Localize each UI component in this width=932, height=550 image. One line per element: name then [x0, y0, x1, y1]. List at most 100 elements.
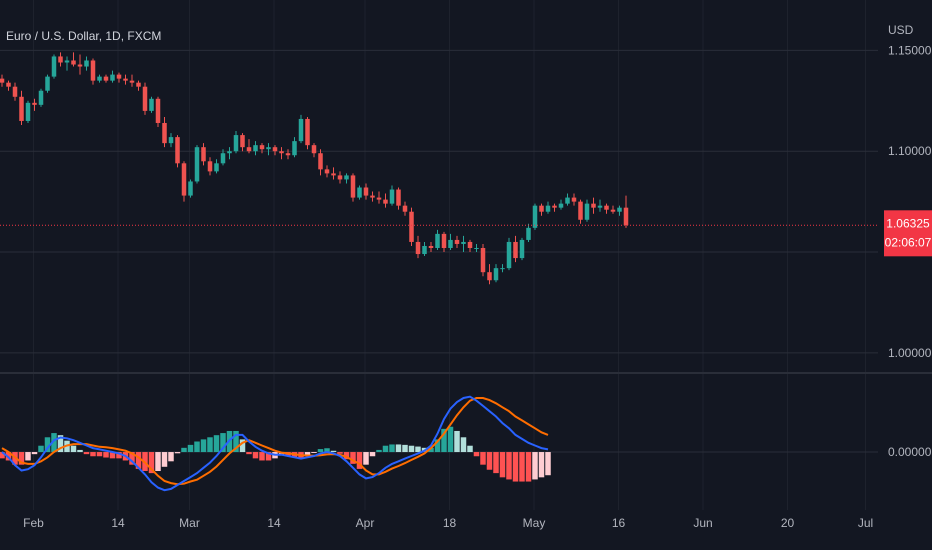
histogram-bar [363, 452, 369, 465]
candle-body [545, 205, 551, 212]
price-axis[interactable]: 1.15000 1.10000 1.00000 0.00000 [888, 43, 932, 459]
candle [32, 98, 37, 111]
candle [259, 143, 265, 154]
candle [136, 80, 141, 91]
histogram-bar [233, 430, 239, 453]
candle-body [116, 74, 122, 79]
histogram-bar [512, 452, 519, 482]
candle-body [383, 199, 388, 204]
candle [604, 203, 609, 214]
candle [188, 179, 193, 198]
candle [116, 72, 122, 83]
candle [103, 74, 109, 83]
candle [38, 88, 44, 107]
candle-body [194, 147, 200, 182]
macd-signal-line [1, 397, 549, 486]
candle-body [571, 197, 577, 202]
candle-body [298, 118, 304, 142]
candle-body [25, 102, 31, 121]
histogram-bar [350, 452, 356, 464]
candle-body [45, 76, 50, 91]
histogram-bar [506, 452, 512, 480]
candle-body [415, 241, 421, 255]
histogram-bar [109, 452, 116, 459]
candle [162, 116, 167, 148]
histogram-bar [207, 437, 213, 453]
candle-body [155, 98, 161, 123]
histogram-bar [116, 452, 122, 459]
candle [623, 195, 629, 228]
last-price-tag: 1.06325 02:06:07 [884, 210, 932, 257]
time-axis-label: Jun [693, 516, 712, 530]
candle [227, 147, 232, 160]
price-axis-label: 1.00000 [888, 346, 932, 360]
candle [539, 203, 544, 216]
candle-body [506, 241, 512, 269]
candle-body [454, 239, 460, 244]
candle [597, 199, 603, 212]
histogram-bar [330, 450, 337, 453]
candle-body [58, 56, 63, 63]
candle [175, 135, 180, 168]
candle-body [110, 74, 115, 81]
candle-body [396, 189, 401, 206]
candle-body [201, 147, 206, 162]
candle [331, 167, 336, 180]
candle-body [305, 118, 310, 146]
last-price-tag-background [884, 210, 932, 257]
candle-body [38, 90, 44, 105]
macd-line [1, 395, 549, 492]
candle-body [513, 241, 518, 259]
candle [415, 235, 421, 259]
candle-body [519, 239, 525, 259]
candle-body [64, 60, 70, 63]
candle-body [162, 122, 167, 144]
candle [578, 199, 583, 224]
candle-body [409, 211, 414, 242]
candle [493, 264, 499, 283]
time-axis-label: 18 [443, 516, 457, 530]
histogram-bar [304, 452, 311, 455]
histogram-bar [252, 452, 259, 459]
candle-body [461, 241, 466, 244]
histogram-bar [376, 449, 382, 453]
candle-body [435, 233, 440, 248]
histogram-bar [57, 435, 64, 453]
candle [441, 231, 447, 253]
candle [363, 183, 369, 200]
candle-body [272, 147, 278, 152]
candle-body [376, 197, 382, 200]
candle [201, 143, 206, 166]
candle [240, 133, 245, 152]
histogram-bar [467, 445, 473, 453]
candle-body [428, 245, 434, 248]
candle [532, 203, 538, 230]
candle-body [240, 135, 245, 148]
candle-body [123, 78, 128, 81]
candle-body [285, 153, 291, 156]
candle [454, 235, 460, 248]
time-axis-label: 20 [781, 516, 795, 530]
time-axis[interactable]: Feb14Mar14Apr18May16Jun20Jul18Aug15 [23, 516, 932, 530]
candle [461, 235, 466, 253]
candle [350, 173, 356, 202]
histogram-bar [38, 445, 44, 453]
candle-body [617, 207, 622, 212]
histogram-bar [51, 433, 57, 453]
candle [383, 193, 388, 208]
candle [266, 143, 271, 156]
candle-body [6, 82, 11, 87]
candle [272, 145, 278, 156]
candle-body [175, 137, 180, 164]
candle-body [448, 239, 453, 248]
currency-label: USD [888, 23, 914, 37]
candle [448, 233, 453, 251]
histogram-bar [77, 449, 83, 453]
candle-body [103, 76, 109, 81]
candle-body [292, 141, 297, 156]
time-axis-label: 14 [267, 516, 281, 530]
time-axis-label: 14 [111, 516, 125, 530]
candle [298, 114, 304, 144]
vertical-grid [33, 0, 866, 510]
